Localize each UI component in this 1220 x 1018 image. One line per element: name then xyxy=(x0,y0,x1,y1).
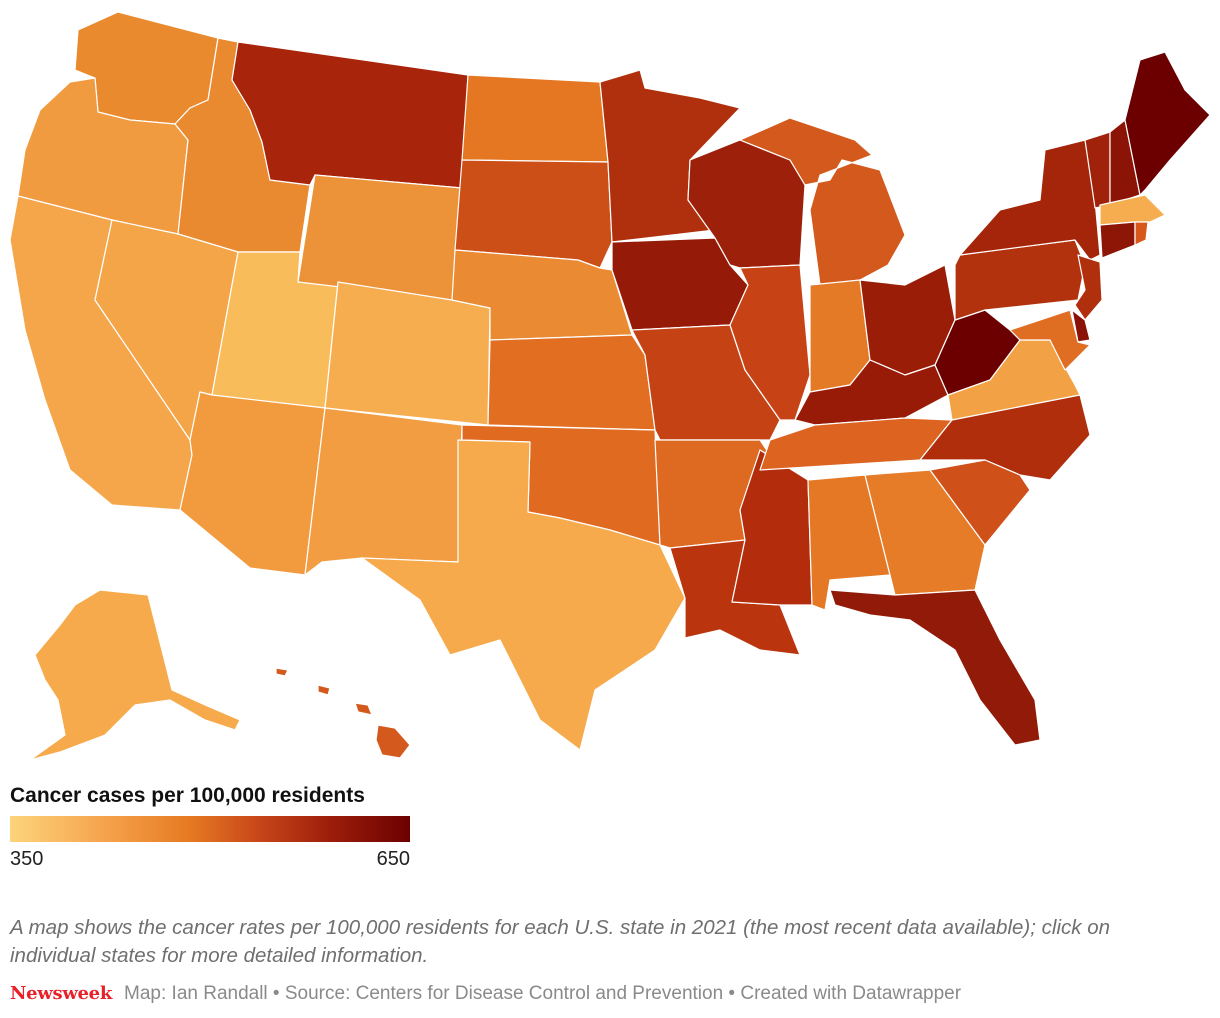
choropleth-map xyxy=(9,11,1211,761)
legend-ticks: 350 650 xyxy=(10,848,410,874)
state-michigan[interactable] xyxy=(739,117,906,286)
state-south-carolina[interactable] xyxy=(929,459,1031,546)
state-maine[interactable] xyxy=(1124,51,1211,196)
state-florida[interactable] xyxy=(829,589,1041,746)
us-map-svg xyxy=(9,11,1211,761)
credits-text: Map: Ian Randall • Source: Centers for D… xyxy=(124,983,962,1004)
state-kansas[interactable] xyxy=(487,334,656,431)
footer-credits: Newsweek Map: Ian Randall • Source: Cente… xyxy=(10,983,1200,1005)
state-arizona[interactable] xyxy=(179,391,326,576)
color-legend: Cancer cases per 100,000 residents 350 6… xyxy=(10,784,420,874)
state-maryland[interactable] xyxy=(1009,309,1091,371)
state-illinois[interactable] xyxy=(729,264,811,421)
state-wyoming[interactable] xyxy=(297,174,463,301)
state-new-mexico[interactable] xyxy=(304,407,463,576)
newsweek-logo[interactable]: Newsweek xyxy=(10,983,113,1004)
state-connecticut[interactable] xyxy=(1099,221,1136,259)
state-montana[interactable] xyxy=(231,41,469,189)
state-north-dakota[interactable] xyxy=(461,74,609,163)
states-layer xyxy=(9,11,1211,761)
state-tennessee[interactable] xyxy=(759,417,953,471)
state-hawaii[interactable] xyxy=(275,667,411,759)
map-caption: A map shows the cancer rates per 100,000… xyxy=(10,916,1110,967)
legend-min-label: 350 xyxy=(10,848,44,870)
state-texas[interactable] xyxy=(361,439,686,751)
legend-color-scale xyxy=(10,816,410,842)
state-new-york[interactable] xyxy=(959,139,1101,261)
legend-title: Cancer cases per 100,000 residents xyxy=(10,784,365,807)
legend-max-label: 650 xyxy=(376,848,410,870)
state-alaska[interactable] xyxy=(29,589,241,761)
state-rhode-island[interactable] xyxy=(1134,221,1149,246)
state-north-carolina[interactable] xyxy=(919,394,1091,481)
state-colorado[interactable] xyxy=(324,281,491,426)
